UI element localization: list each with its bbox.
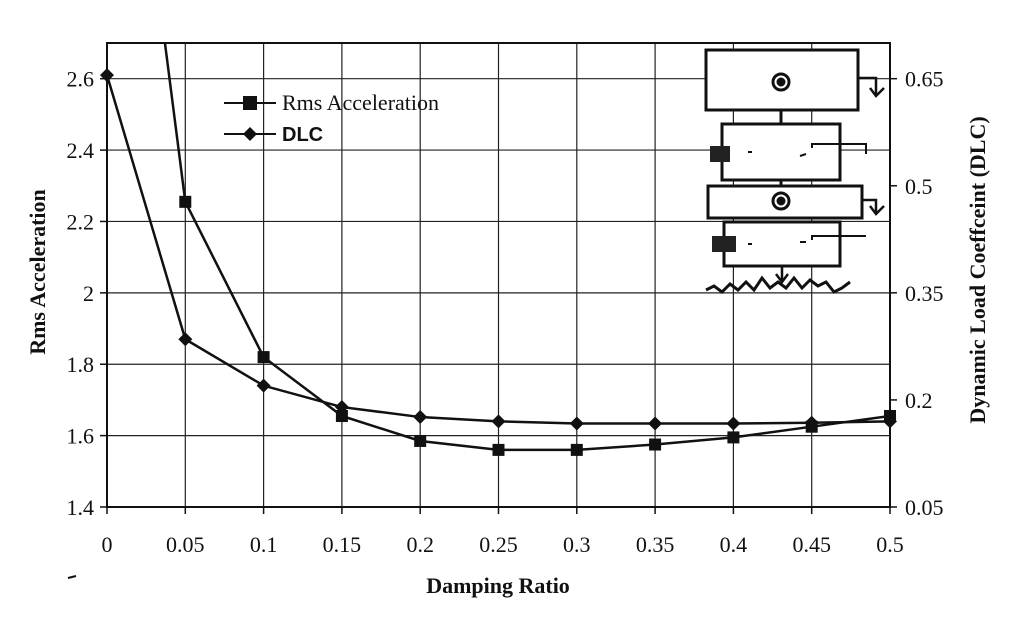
dlc-point — [334, 400, 349, 415]
y-axis-title: Rms Acceleration — [25, 189, 50, 355]
y2-tick-label: 0.5 — [905, 174, 933, 199]
x-tick-label: 0.35 — [636, 532, 675, 557]
legend-label-dlc: DLC — [282, 124, 323, 146]
rms-acceleration-point — [335, 409, 348, 422]
rms-acceleration-point — [414, 434, 427, 447]
legend-item-dlc: DLC — [224, 124, 323, 146]
legend-label-rms-acceleration: Rms Acceleration — [282, 90, 439, 115]
rms-acceleration-point — [179, 195, 192, 208]
x-tick-label: 0.15 — [323, 532, 362, 557]
y2-tick-label: 0.65 — [905, 67, 944, 92]
series-layer — [100, 42, 897, 456]
stray-mark — [67, 575, 77, 579]
legend-item-rms-acceleration: Rms Acceleration — [224, 90, 439, 115]
y2-tick-label: 0.05 — [905, 495, 944, 520]
x-axis-title: Damping Ratio — [426, 573, 570, 598]
x-tick-label: 0.2 — [406, 532, 434, 557]
x-tick-label: 0.25 — [479, 532, 518, 557]
dlc-point — [569, 416, 584, 431]
rms-acceleration-point — [649, 438, 662, 451]
series-rms-acceleration-upper-branch — [163, 42, 187, 202]
x-tick-label: 0.05 — [166, 532, 205, 557]
y2-tick-label: 0.35 — [905, 281, 944, 306]
dlc-point — [100, 68, 114, 83]
y-tick-label: 2.6 — [67, 67, 95, 92]
rms-acceleration-point — [492, 443, 505, 456]
x-tick-label: 0 — [102, 532, 113, 557]
x-tick-label: 0.1 — [250, 532, 278, 557]
y-tick-label: 1.4 — [67, 495, 95, 520]
y-tick-label: 1.6 — [67, 424, 95, 449]
dlc-point — [726, 416, 741, 431]
x-tick-label: 0.3 — [563, 532, 591, 557]
y-tick-label: 2.2 — [67, 209, 95, 234]
x-tick-label: 0.5 — [876, 532, 904, 557]
rms-acceleration-point — [727, 431, 740, 444]
series-rms-acceleration-line — [184, 201, 891, 452]
x-axis-ticks: 0 0.05 0.1 0.15 0.2 0.25 0.3 0.35 0.4 0.45 0.5 — [102, 507, 904, 557]
y-tick-label: 1.8 — [67, 352, 95, 377]
dlc-point — [256, 378, 271, 393]
legend: Rms Acceleration DLC — [224, 90, 439, 146]
y2-axis-ticks: 0.05 0.2 0.35 0.5 0.65 — [890, 67, 944, 520]
y2-axis-title: Dynamic Load Coeffceint (DLC) — [965, 116, 990, 423]
diamond-marker-icon — [243, 127, 257, 141]
grid-lines — [106, 43, 891, 508]
x-tick-label: 0.4 — [720, 532, 748, 557]
square-marker-icon — [243, 96, 257, 110]
rms-acceleration-point — [570, 443, 583, 456]
dlc-point — [804, 415, 819, 430]
y-axis-ticks: 1.4 1.6 1.8 2 2.2 2.4 2.6 — [67, 67, 107, 520]
y2-tick-label: 0.2 — [905, 388, 933, 413]
y-tick-label: 2.4 — [67, 138, 95, 163]
dlc-point — [491, 414, 506, 429]
dlc-point — [883, 414, 897, 429]
y-tick-label: 2 — [83, 281, 94, 306]
dlc-point — [648, 416, 663, 431]
x-tick-label: 0.45 — [792, 532, 831, 557]
dlc-point — [178, 332, 193, 347]
dlc-point — [413, 410, 428, 425]
vehicle-model-diagram — [704, 48, 885, 294]
rms-acceleration-point — [257, 351, 270, 364]
